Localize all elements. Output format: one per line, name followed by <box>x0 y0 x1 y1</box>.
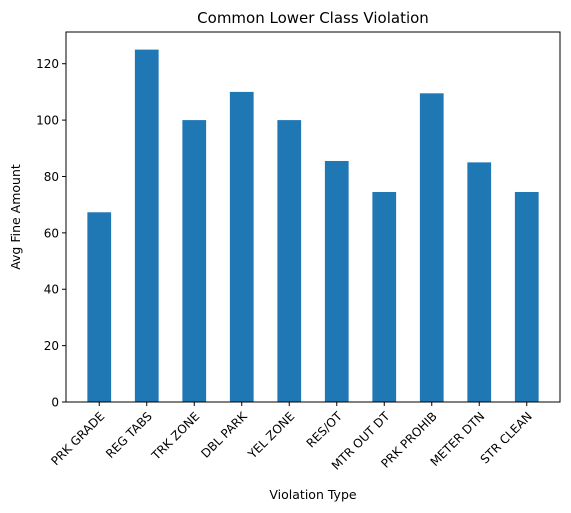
bar-res-ot <box>324 160 349 402</box>
y-axis-label: Avg Fine Amount <box>8 164 23 270</box>
y-axis: 0 20 40 60 80 100 120 <box>36 57 66 410</box>
x-tick-label: DBL PARK <box>198 408 250 460</box>
x-tick-label: RES/OT <box>304 409 346 451</box>
x-tick-label: PRK GRADE <box>48 409 107 468</box>
bar-meter-dtn <box>467 162 492 402</box>
x-tick-label: YEL ZONE <box>245 409 298 462</box>
x-tick-label: STR CLEAN <box>478 409 535 466</box>
x-tick-label: REG TABS <box>103 409 155 461</box>
bar-prk-grade <box>87 212 112 402</box>
bar-prk-prohib <box>419 93 444 402</box>
bars-group <box>87 49 539 403</box>
bar-reg-tabs <box>134 49 159 403</box>
bar-str-clean <box>514 191 539 402</box>
bar-dbl-park <box>229 91 254 403</box>
y-tick-label: 20 <box>44 339 59 353</box>
bar-mtr-out-dt <box>372 191 397 402</box>
x-tick-label: TRK ZONE <box>148 409 202 463</box>
bar-trk-zone <box>182 120 207 402</box>
plot-frame <box>65 31 561 403</box>
y-tick-label: 80 <box>44 170 59 184</box>
y-tick-label: 0 <box>51 396 59 410</box>
chart-title: Common Lower Class Violation <box>197 9 429 27</box>
y-tick-label: 40 <box>44 283 59 297</box>
y-tick-label: 60 <box>44 226 59 240</box>
y-tick-label: 120 <box>36 57 59 71</box>
bar-yel-zone <box>277 120 302 402</box>
x-axis-label: Violation Type <box>269 487 356 502</box>
y-tick-label: 100 <box>36 114 59 128</box>
